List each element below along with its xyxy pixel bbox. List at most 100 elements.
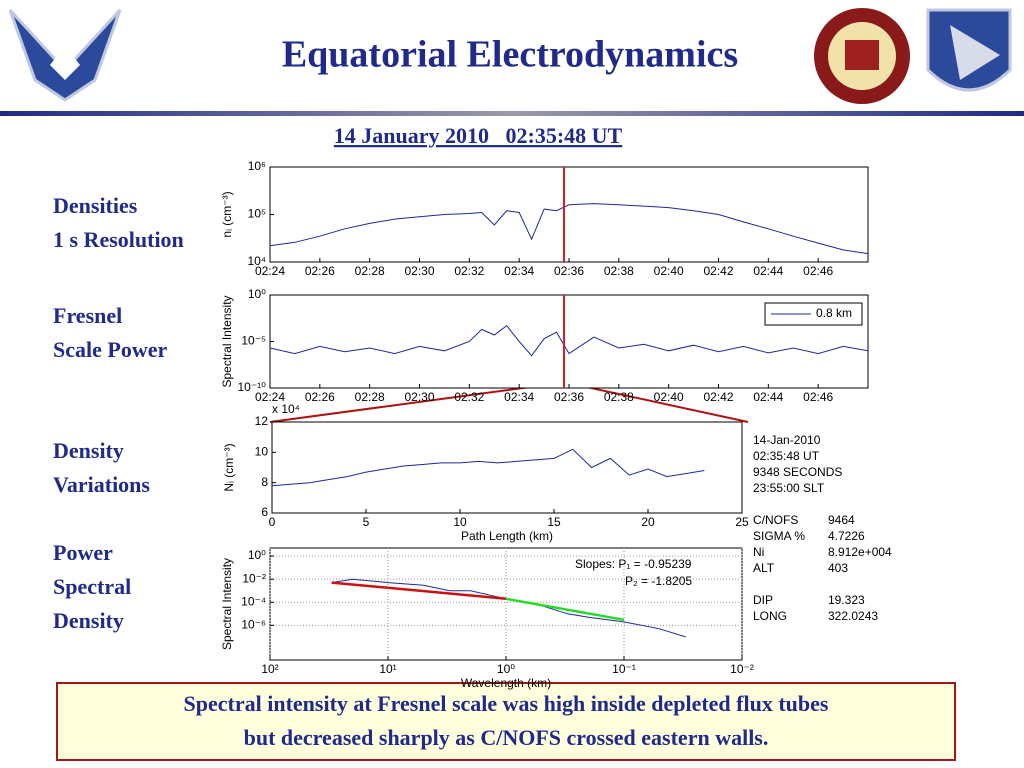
annotation: P₂ = -1.8205 (625, 574, 692, 588)
subtitle: 14 January 2010 02:35:48 UT (334, 123, 623, 148)
y-tick-label: 10⁻⁴ (241, 594, 266, 608)
plot-area (271, 421, 743, 514)
y-axis-label: Nᵢ (cm⁻³) (222, 443, 236, 491)
y-tick-label: 10⁴ (247, 254, 266, 268)
x-tick-label: 02:38 (604, 264, 634, 278)
x-tick-label: 10² (261, 662, 278, 676)
side-label: Densities (53, 193, 138, 218)
data-line (505, 597, 625, 622)
info-line: 02:35:48 UT (753, 449, 820, 463)
caption-box (56, 682, 956, 761)
y-axis-label: Spectral Intensity (220, 558, 234, 650)
x-tick-label: 02:38 (604, 390, 634, 404)
zoom-line (567, 382, 749, 423)
x-tick-label: 02:46 (803, 390, 833, 404)
x-axis-label: Path Length (km) (461, 529, 553, 543)
x-tick-label: 10¹ (379, 662, 396, 676)
side-label: 1 s Resolution (53, 227, 184, 252)
title: Equatorial Electrodynamics (282, 34, 738, 76)
x-tick-label: 02:30 (404, 264, 434, 278)
y-tick-label: 10⁻¹⁰ (238, 380, 267, 394)
info-value: 4.7226 (828, 529, 865, 543)
y-multiplier: x 10⁴ (272, 402, 300, 416)
info-key: DIP (753, 593, 773, 607)
caption-line: Spectral intensity at Fresnel scale was … (184, 691, 829, 716)
side-label: Variations (53, 472, 150, 497)
plot-area (269, 166, 869, 263)
y-tick-label: 10⁶ (248, 159, 266, 173)
x-tick-label: 02:34 (504, 390, 534, 404)
x-tick-label: 02:30 (404, 390, 434, 404)
x-tick-label: 02:34 (504, 264, 534, 278)
info-key: SIGMA % (753, 529, 805, 543)
annotation: Slopes: P₁ = -0.95239 (575, 557, 692, 571)
y-tick-label: 10⁰ (248, 287, 266, 301)
info-line: 9348 SECONDS (753, 465, 842, 479)
info-value: 19.323 (828, 593, 865, 607)
y-tick-label: 10⁵ (248, 207, 266, 221)
info-value: 8.912e+004 (828, 545, 892, 559)
bc-seal (814, 8, 910, 104)
x-tick-label: 02:26 (305, 264, 335, 278)
x-tick-label: 02:32 (454, 390, 484, 404)
af-logo (8, 8, 122, 102)
info-key: C/NOFS (753, 513, 798, 527)
data-line (271, 448, 705, 487)
x-tick-label: 10⁻¹ (612, 662, 636, 676)
y-tick-label: 8 (261, 475, 268, 489)
info-key: ALT (753, 561, 775, 575)
y-axis-label: nᵢ (cm⁻³) (220, 191, 234, 237)
side-label: Density (53, 608, 124, 633)
x-tick-label: 02:40 (654, 264, 684, 278)
x-tick-label: 5 (363, 515, 370, 529)
x-tick-label: 20 (641, 515, 655, 529)
y-axis-label: Spectral Intensity (220, 295, 234, 387)
x-tick-label: 02:24 (255, 264, 285, 278)
x-tick-label: 10⁻² (730, 662, 754, 676)
y-tick-label: 12 (255, 414, 269, 428)
side-label: Density (53, 438, 124, 463)
info-key: LONG (753, 609, 787, 623)
x-tick-label: 02:40 (654, 390, 684, 404)
legend-box (764, 302, 863, 326)
afrl-logo (926, 8, 1012, 92)
info-value: 322.0243 (828, 609, 878, 623)
x-tick-label: 10⁰ (497, 662, 515, 676)
x-tick-label: 02:44 (753, 264, 783, 278)
side-label: Power (53, 540, 113, 565)
x-tick-label: 10 (453, 515, 467, 529)
x-tick-label: 02:32 (454, 264, 484, 278)
x-tick-label: 02:36 (554, 390, 584, 404)
side-label: Scale Power (53, 337, 167, 362)
info-value: 9464 (828, 513, 855, 527)
x-tick-label: 02:42 (703, 264, 733, 278)
x-tick-label: 02:44 (753, 390, 783, 404)
zoom-line (269, 382, 561, 423)
header-bar (0, 111, 1024, 116)
x-axis-label: Wavelength (km) (461, 676, 551, 690)
y-tick-label: 10⁻² (242, 571, 266, 585)
data-line (331, 581, 507, 601)
caption-line: but decreased sharply as C/NOFS crossed … (244, 725, 769, 750)
info-key: Ni (753, 545, 764, 559)
x-tick-label: 0 (269, 515, 276, 529)
x-tick-label: 02:42 (703, 390, 733, 404)
info-value: 403 (828, 561, 848, 575)
y-tick-label: 10⁻⁶ (241, 618, 266, 632)
x-tick-label: 02:36 (554, 264, 584, 278)
y-tick-label: 10 (255, 445, 269, 459)
info-line: 14-Jan-2010 (753, 433, 821, 447)
side-label: Fresnel (53, 303, 122, 328)
side-label: Spectral (53, 574, 131, 599)
x-tick-label: 02:46 (803, 264, 833, 278)
x-tick-label: 02:24 (255, 390, 285, 404)
info-line: 23:55:00 SLT (753, 481, 825, 495)
x-tick-label: 02:26 (305, 390, 335, 404)
x-tick-label: 02:28 (355, 264, 385, 278)
y-tick-label: 10⁻⁵ (241, 334, 266, 348)
y-tick-label: 6 (261, 505, 268, 519)
x-tick-label: 15 (547, 515, 561, 529)
legend-label: 0.8 km (816, 306, 852, 320)
x-tick-label: 25 (735, 515, 749, 529)
